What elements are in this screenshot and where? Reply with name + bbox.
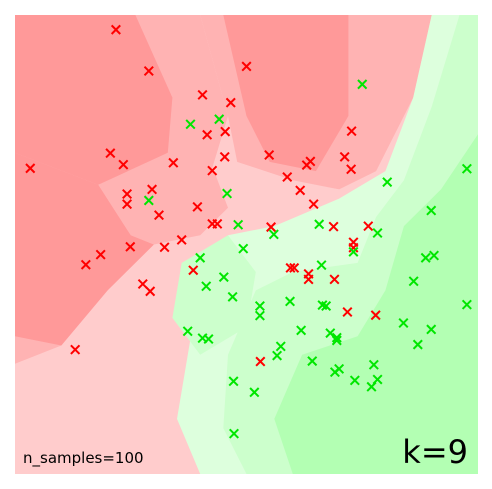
k-value-label: k=9	[402, 433, 468, 471]
plot-area	[15, 15, 478, 474]
n-samples-label: n_samples=100	[23, 449, 144, 468]
